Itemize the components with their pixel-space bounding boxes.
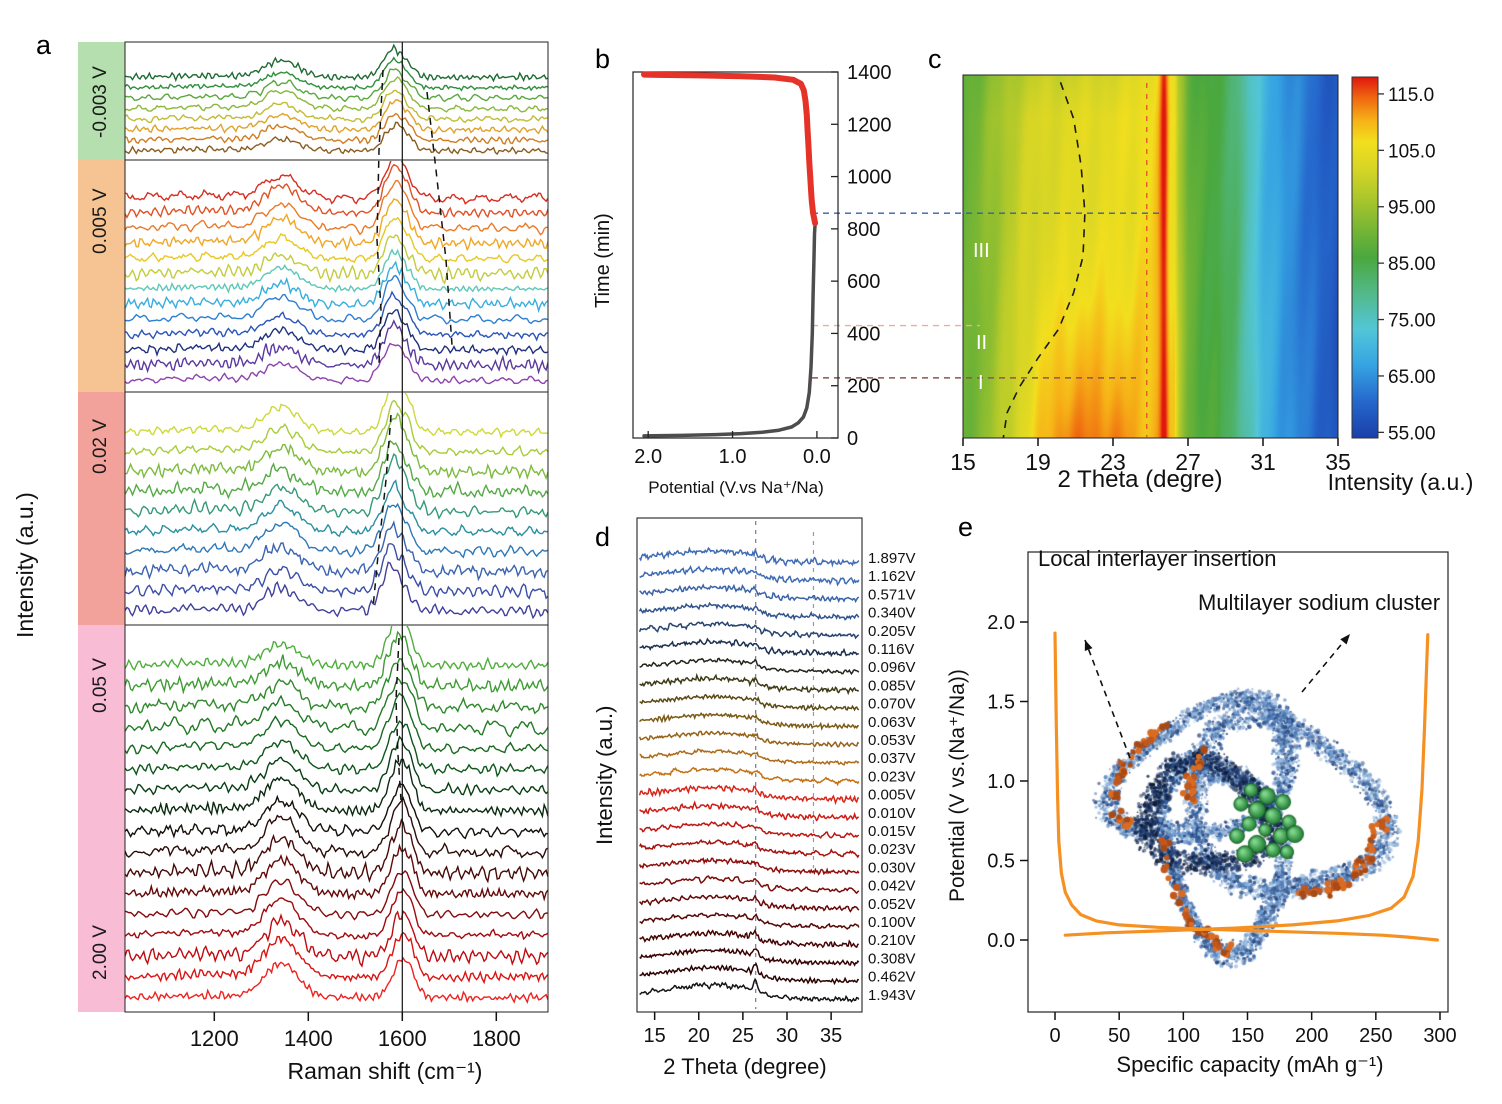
panel-a-letter: a [36, 30, 52, 60]
panel-c-xlabel: 2 Theta (degre) [1057, 466, 1223, 493]
sodium-cluster-illustration [1055, 612, 1435, 997]
colorbar-tick: 85.00 [1388, 254, 1436, 275]
panel-e-xtick: 50 [1108, 1025, 1130, 1047]
panel-e-ylabel: Potential (V vs.(Na⁺/Na)) [946, 669, 969, 902]
xrd-voltage-label: 0.023V [868, 768, 916, 785]
panel-e-ytick: 0.0 [987, 930, 1015, 952]
panel-a-plot: 1200 1400 1600 1800 [78, 41, 549, 1051]
panel-e-xtick: 300 [1423, 1025, 1456, 1047]
panel-d-xlabel: 2 Theta (degree) [663, 1054, 827, 1079]
xrd-voltage-label: 0.015V [868, 823, 916, 840]
xrd-voltage-label: 0.571V [868, 586, 916, 603]
xrd-voltage-label: 0.010V [868, 805, 916, 822]
band-label-005v: 0.05 V [90, 658, 111, 714]
band-label-002v: 0.02 V [90, 419, 111, 475]
panel-d-xtick: 15 [644, 1025, 666, 1047]
xrd-voltage-label: 0.005V [868, 787, 916, 804]
panel-e-xtick: 250 [1359, 1025, 1392, 1047]
panel-b-xlabel: Potential (V.vs Na⁺/Na) [648, 478, 824, 497]
xrd-voltage-label: 0.023V [868, 841, 916, 858]
panel-b-ytick: 1000 [847, 167, 892, 189]
xrd-voltage-label: 0.205V [868, 623, 916, 640]
xrd-voltage-label: 1.162V [868, 568, 916, 585]
xrd-contour-heatmap [963, 75, 1338, 438]
xrd-voltage-label: 0.037V [868, 750, 916, 767]
xrd-voltage-label: 0.210V [868, 932, 916, 949]
panel-d-xtick: 20 [688, 1025, 710, 1047]
panel-e-ytick: 1.5 [987, 692, 1015, 714]
colorbar-tick: 55.00 [1388, 423, 1436, 444]
panel-a-xlabel: Raman shift (cm⁻¹) [287, 1058, 483, 1084]
panel-d-ylabel: Intensity (a.u.) [592, 705, 617, 846]
xrd-voltage-label: 0.340V [868, 605, 916, 622]
xrd-voltage-label: 0.462V [868, 969, 916, 986]
xrd-voltage-label: 0.053V [868, 732, 916, 749]
xrd-voltage-label: 1.897V [868, 550, 916, 567]
panel-b-xtick: 2.0 [634, 446, 662, 468]
panel-c-xtick: 15 [950, 449, 976, 475]
panel-c-letter: c [928, 44, 942, 74]
region-label-II: II [976, 332, 988, 354]
panel-b-ylabel: Time (min) [592, 213, 614, 308]
panel-e-ytick: 0.5 [987, 851, 1015, 873]
xrd-voltage-label: 0.100V [868, 914, 916, 931]
xrd-voltage-label: 0.308V [868, 950, 916, 967]
colorbar-tick: 95.00 [1388, 198, 1436, 219]
xrd-voltage-label: 0.070V [868, 696, 916, 713]
panel-b-ytick: 0 [847, 428, 858, 450]
band-label-n0003v: -0.003 V [90, 66, 111, 138]
panel-a-xtick: 1800 [472, 1026, 521, 1051]
region-label-III: III [973, 240, 990, 262]
xrd-voltage-label: 0.085V [868, 677, 916, 694]
annotation-local-insertion: Local interlayer insertion [1038, 546, 1277, 571]
band-label-0005v: 0.005 V [90, 188, 111, 254]
xrd-voltage-label: 0.096V [868, 659, 916, 676]
panel-e-xtick: 100 [1167, 1025, 1200, 1047]
xrd-voltage-label: 0.030V [868, 859, 916, 876]
panel-d-xtick: 30 [776, 1025, 798, 1047]
panel-b-ytick: 400 [847, 323, 880, 345]
colorbar-tick: 105.0 [1388, 141, 1436, 162]
panel-e-xtick: 0 [1049, 1025, 1060, 1047]
colorbar-tick: 115.0 [1388, 85, 1434, 106]
panel-a-xtick: 1400 [284, 1026, 333, 1051]
panel-b-letter: b [595, 44, 611, 74]
annotation-multilayer-cluster: Multilayer sodium cluster [1198, 590, 1441, 615]
xrd-voltage-label: 0.063V [868, 714, 916, 731]
panel-b-ytick: 800 [847, 219, 880, 241]
panel-d-xtick: 25 [732, 1025, 754, 1047]
region-label-I: I [978, 372, 984, 394]
panel-e-xtick: 150 [1231, 1025, 1264, 1047]
panel-d-xtick: 35 [820, 1025, 842, 1047]
panel-e-xtick: 200 [1295, 1025, 1328, 1047]
colorbar-tick: 65.00 [1388, 367, 1436, 388]
xrd-voltage-label: 0.042V [868, 878, 916, 895]
panel-e-xlabel: Specific capacity (mAh g⁻¹) [1116, 1052, 1384, 1077]
colorbar-title: Intensity (a.u.) [1327, 469, 1474, 495]
panel-d-letter: d [595, 522, 611, 552]
xrd-voltage-label: 1.943V [868, 987, 916, 1004]
xrd-voltage-label: 0.116V [868, 641, 914, 658]
panel-a-xtick: 1600 [378, 1026, 427, 1051]
panel-b-ytick: 1200 [847, 114, 892, 136]
panel-b-ytick: 600 [847, 271, 880, 293]
panel-b-xtick: 1.0 [719, 446, 747, 468]
panel-b-xtick: 0.0 [803, 446, 831, 468]
panel-a-ylabel: Intensity (a.u.) [12, 492, 38, 638]
xrd-voltage-label: 0.052V [868, 896, 916, 913]
panel-e-ytick: 1.0 [987, 771, 1015, 793]
colorbar-tick: 75.00 [1388, 311, 1436, 332]
panel-e-letter: e [958, 512, 974, 542]
band-label-200v: 2.00 V [90, 925, 111, 981]
panel-b-ytick: 200 [847, 376, 880, 398]
panel-e-ytick: 2.0 [987, 612, 1015, 634]
panel-a-xtick: 1200 [190, 1026, 239, 1051]
panel-b-ytick: 1400 [847, 62, 892, 84]
panel-c-xtick: 31 [1250, 449, 1276, 475]
